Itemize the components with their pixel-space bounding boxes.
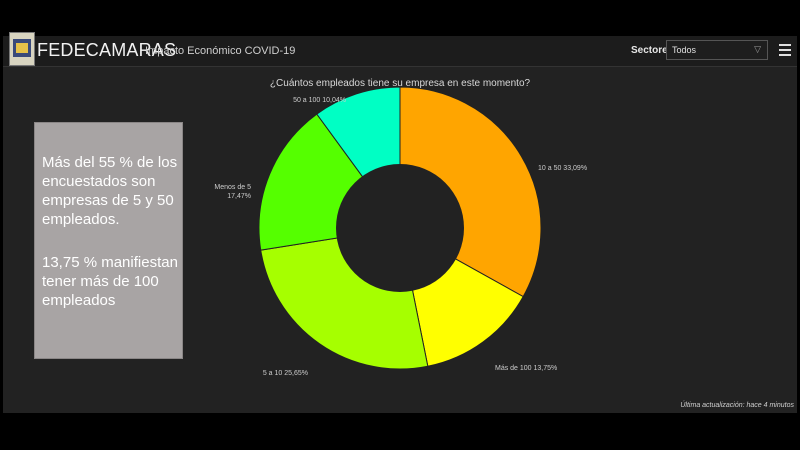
header-bar: FEDECAMARAS Impacto Económico COVID-19 S… — [3, 32, 797, 67]
app-subtitle: Impacto Económico COVID-19 — [145, 45, 296, 57]
sector-select-value: Todos — [672, 45, 697, 55]
dashboard: FEDECAMARAS Impacto Económico COVID-19 S… — [3, 32, 797, 413]
sector-select[interactable]: Todos ▽ — [666, 40, 768, 60]
slice-label-2: Más de 100 13,75% — [495, 365, 557, 372]
slice-label-5: 50 a 100 10,04% — [293, 97, 346, 104]
chart-title: ¿Cuántos empleados tiene su empresa en e… — [269, 78, 531, 89]
last-updated-note: Última actualización: hace 4 minutos — [680, 402, 794, 409]
callout-text-1: Más del 55 % de los encuestados son empr… — [42, 154, 178, 228]
slice-label-3: 5 a 10 25,65% — [263, 370, 308, 377]
app-title: FEDECAMARAS — [37, 40, 177, 60]
insight-callout: Más del 55 % de los encuestados son empr… — [34, 122, 183, 359]
chevron-down-icon: ▽ — [754, 44, 761, 54]
slice-label-1: 10 a 50 33,09% — [538, 165, 587, 172]
slice-label-4-line2: 17,47% — [227, 193, 251, 200]
hamburger-menu-icon[interactable] — [779, 44, 791, 56]
fedecamaras-logo-icon — [9, 32, 35, 66]
slice-label-4-line1: Menos de 5 — [214, 184, 251, 191]
filter-label: Sectores — [631, 45, 674, 56]
donut-chart: 10 a 50 33,09% Más de 100 13,75% 5 a 10 25… — [214, 86, 587, 377]
callout-text-2: 13,75 % manifiestan tener más de 100 emp… — [42, 254, 178, 309]
donut-hole — [336, 164, 464, 292]
